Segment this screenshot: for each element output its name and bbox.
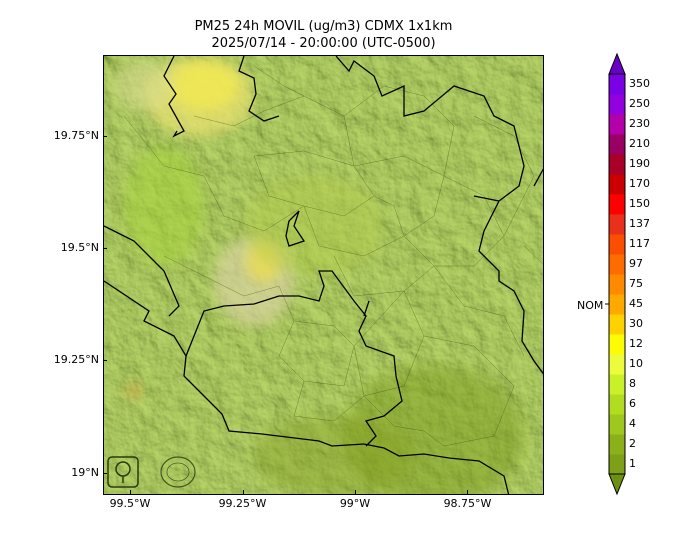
colorbar-label: 190 — [629, 157, 650, 170]
colorbar-segment — [609, 294, 625, 315]
sedema-logo — [107, 456, 139, 488]
colorbar-segment — [609, 414, 625, 435]
colorbar-segment — [609, 174, 625, 195]
map-canvas — [104, 56, 543, 494]
colorbar-segment — [609, 454, 625, 475]
lat-tick-label: 19.75°N — [53, 128, 99, 142]
lon-tick-label: 99.5°W — [109, 497, 151, 510]
colorbar-label: 6 — [629, 397, 636, 410]
lat-tick-mark — [103, 248, 107, 249]
colorbar-label: 1 — [629, 457, 636, 470]
colorbar-segment — [609, 114, 625, 135]
lat-tick-label: 19.25°N — [53, 353, 99, 367]
colorbar-segment — [609, 434, 625, 455]
colorbar-label: 2 — [629, 437, 636, 450]
lon-tick-label: 98.75°W — [443, 497, 492, 510]
municipal-boundaries — [123, 65, 543, 447]
colorbar-segment — [609, 154, 625, 175]
colorbar-label: 210 — [629, 137, 650, 150]
concentration-field — [114, 56, 524, 494]
colorbar-segment — [609, 254, 625, 275]
lon-tick-mark — [243, 490, 244, 494]
lon-tick-mark — [130, 490, 131, 494]
colorbar-segment — [609, 394, 625, 415]
lon-tick-mark — [355, 490, 356, 494]
colorbar-segment — [609, 214, 625, 235]
colorbar-label: 117 — [629, 237, 650, 250]
lat-tick-mark — [103, 473, 107, 474]
map-title: PM25 24h MOVIL (ug/m3) CDMX 1x1km — [194, 19, 453, 34]
colorbar-segment — [609, 74, 625, 95]
colorbar-label: 10 — [629, 357, 643, 370]
colorbar-label: 45 — [629, 297, 643, 310]
colorbar-segment — [609, 194, 625, 215]
colorbar-label: 230 — [629, 117, 650, 130]
lat-tick-mark — [103, 360, 107, 361]
colorbar — [605, 52, 626, 496]
lon-tick-mark — [467, 490, 468, 494]
colorbar-label: 30 — [629, 317, 643, 330]
colorbar-label: 170 — [629, 177, 650, 190]
lat-tick-label: 19°N — [71, 465, 99, 479]
colorbar-label: 4 — [629, 417, 636, 430]
lon-tick-label: 99°W — [339, 497, 371, 510]
map-subtitle: 2025/07/14 - 20:00:00 (UTC-0500) — [211, 36, 436, 51]
colorbar-label: 250 — [629, 97, 650, 110]
colorbar-label: 137 — [629, 217, 650, 230]
colorbar-under-arrow — [608, 473, 626, 496]
state-boundaries — [104, 56, 543, 494]
nom-marker-label: NOM — [577, 299, 604, 312]
lat-tick-mark — [103, 136, 107, 137]
colorbar-label: 97 — [629, 257, 643, 270]
colorbar-segment — [609, 94, 625, 115]
lon-tick-label: 99.25°W — [218, 497, 267, 510]
lat-tick-label: 19.5°N — [60, 241, 99, 255]
colorbar-segment — [609, 374, 625, 395]
colorbar-segment — [609, 354, 625, 375]
colorbar-label: 12 — [629, 337, 643, 350]
colorbar-segment — [609, 314, 625, 335]
colorbar-label: 8 — [629, 377, 636, 390]
secretaria-seal — [160, 456, 196, 488]
colorbar-label: 75 — [629, 277, 643, 290]
colorbar-frame — [608, 73, 626, 475]
colorbar-segment — [609, 274, 625, 295]
colorbar-over-arrow — [608, 52, 626, 75]
colorbar-label: 150 — [629, 197, 650, 210]
colorbar-segment — [609, 334, 625, 355]
colorbar-label: 350 — [629, 77, 650, 90]
pm25-map[interactable] — [103, 55, 544, 495]
colorbar-segment — [609, 134, 625, 155]
colorbar-segment — [609, 234, 625, 255]
